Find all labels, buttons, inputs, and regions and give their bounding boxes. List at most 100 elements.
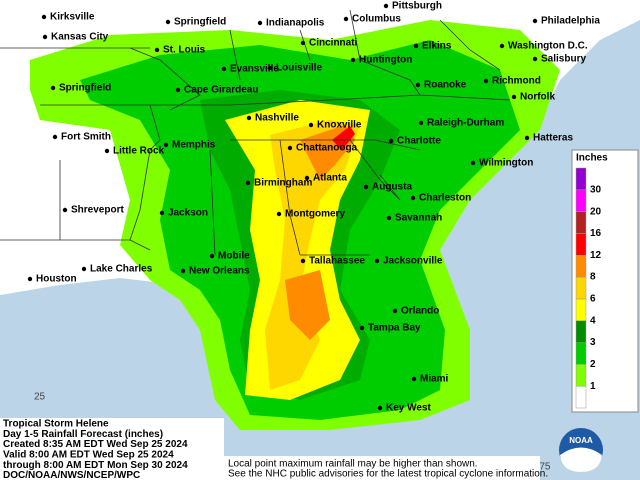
city-label: Tampa Bay (368, 323, 421, 334)
city-dot (383, 3, 389, 9)
legend-swatch (575, 167, 587, 191)
legend-level: 1 (590, 381, 596, 392)
city-label: Atlanta (313, 173, 347, 184)
note-line: See the NHC public advisories for the la… (228, 469, 548, 480)
city-dot (159, 210, 165, 216)
city-dot (511, 94, 517, 100)
city-dot (350, 57, 356, 63)
city-label: New Orleans (189, 266, 250, 277)
city-dot (374, 258, 380, 264)
city-label: Charlotte (397, 136, 441, 147)
city-dot (245, 180, 251, 186)
city-label: Augusta (372, 182, 412, 193)
city-label: Little Rock (113, 146, 165, 157)
city-dot (287, 145, 293, 151)
city-dot (418, 120, 424, 126)
legend-level: 3 (590, 337, 596, 348)
info-line: DOC/NOAA/NWS/NCEP/WPC (3, 470, 140, 480)
city-dot (180, 268, 186, 274)
info-line: through 8:00 AM EDT Mon Sep 30 2024 (3, 460, 188, 471)
city-label: Salisbury (541, 54, 586, 65)
city-dot (499, 43, 505, 49)
city-label: Richmond (492, 76, 541, 87)
notes-box (224, 456, 540, 480)
city-label: Jackson (168, 208, 208, 219)
legend-swatch (575, 255, 587, 278)
city-label: Chattanooga (296, 143, 358, 154)
city-dot (41, 14, 47, 20)
city-dot (165, 19, 171, 25)
info-box (0, 418, 224, 480)
city-label: Cape Girardeau (184, 85, 258, 96)
city-label: Shreveport (71, 205, 124, 216)
info-line: Valid 8:00 AM EDT Wed Sep 25 2024 (3, 450, 174, 461)
city-label: Miami (420, 374, 449, 385)
city-dot (386, 215, 392, 221)
legend-level: 8 (590, 272, 596, 283)
legend-swatch (575, 298, 587, 321)
city-dot (532, 18, 538, 24)
city-label: Montgomery (285, 209, 345, 220)
city-label: Knoxville (317, 120, 362, 131)
city-label: Charleston (419, 193, 471, 204)
logo-text: NOAA (569, 436, 593, 445)
city-label: St. Louis (163, 45, 206, 56)
city-label: Fort Smith (61, 132, 111, 143)
legend-swatch (575, 342, 587, 365)
city-dot (52, 134, 58, 140)
info-line: Day 1-5 Rainfall Forecast (inches) (3, 429, 163, 440)
city-label: Huntington (359, 55, 412, 66)
city-label: Raleigh-Durham (427, 118, 504, 129)
legend-swatch (575, 211, 587, 234)
rain-8in (285, 125, 355, 340)
city-label: Philadelphia (541, 16, 600, 27)
city-dot (483, 78, 489, 84)
borders (0, 9, 511, 256)
grid-label: 25 (34, 392, 46, 403)
logo-wave (560, 447, 602, 472)
city-dot (62, 207, 68, 213)
city-label: Houston (36, 274, 77, 285)
legend-swatch (575, 320, 587, 343)
city-dot (410, 195, 416, 201)
city-dot (50, 85, 56, 91)
legend-level: 2 (590, 359, 596, 370)
legend-swatch (575, 189, 587, 212)
city-label: Jacksonville (383, 256, 443, 267)
city-label: Cincinnati (309, 38, 358, 49)
city-label: Louisville (276, 63, 323, 74)
city-dot (209, 253, 215, 259)
city-label: Nashville (255, 113, 299, 124)
city-dot (308, 122, 314, 128)
city-dot (81, 266, 87, 272)
info-line: Tropical Storm Helene (3, 419, 109, 430)
city-dot (221, 66, 227, 72)
city-dot (104, 148, 110, 154)
city-label: Key West (386, 403, 432, 414)
city-dot (377, 405, 383, 411)
city-dot (392, 308, 398, 314)
legend-swatch (575, 276, 587, 300)
city-label: Tallahassee (309, 256, 365, 267)
city-label: Pittsburgh (392, 1, 442, 12)
legend-level: 6 (590, 294, 596, 305)
city-dot (304, 175, 310, 181)
city-label: Birmingham (254, 178, 312, 189)
city-label: Evansville (230, 64, 279, 75)
city-label: Columbus (352, 14, 401, 25)
city-dot (343, 16, 349, 22)
city-label: Kansas City (51, 32, 109, 43)
legend-level: 16 (590, 228, 602, 239)
rain-12in (332, 126, 355, 150)
city-dot (175, 87, 181, 93)
city-dot (154, 47, 160, 53)
city-label: Memphis (172, 140, 216, 151)
city-dot (300, 40, 306, 46)
city-dot (363, 184, 369, 190)
city-dot (163, 142, 169, 148)
city-dot (470, 160, 476, 166)
city-label: Indianapolis (266, 18, 325, 29)
city-label: Elkins (422, 41, 452, 52)
city-label: Roanoke (424, 80, 467, 91)
